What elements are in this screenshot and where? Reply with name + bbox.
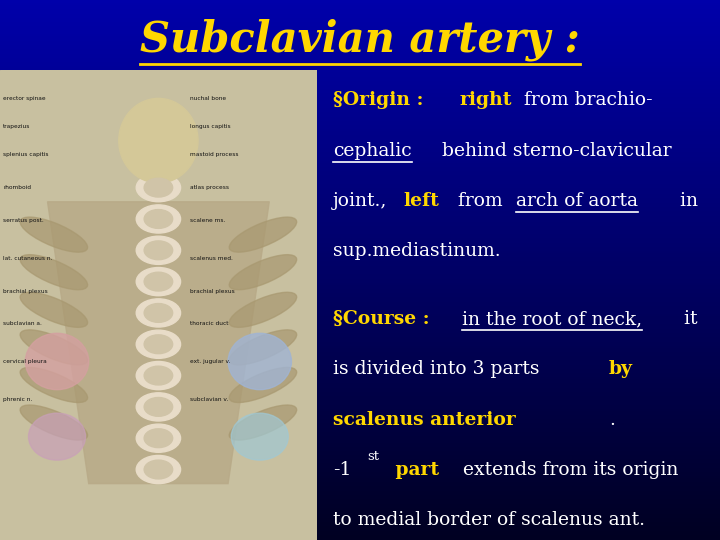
Ellipse shape	[136, 267, 181, 296]
Ellipse shape	[229, 367, 297, 402]
Text: in: in	[674, 192, 698, 210]
Text: scalenus med.: scalenus med.	[190, 255, 233, 261]
Text: longus capitis: longus capitis	[190, 124, 230, 129]
Text: from: from	[452, 192, 508, 210]
Text: atlas process: atlas process	[190, 185, 229, 190]
Text: thoracic duct: thoracic duct	[190, 321, 228, 326]
Ellipse shape	[144, 272, 173, 291]
Ellipse shape	[229, 255, 297, 290]
Text: subclavian v.: subclavian v.	[190, 396, 228, 402]
Ellipse shape	[20, 405, 88, 440]
Ellipse shape	[20, 217, 88, 252]
Ellipse shape	[144, 210, 173, 228]
Ellipse shape	[136, 424, 181, 453]
Ellipse shape	[136, 455, 181, 484]
Ellipse shape	[20, 330, 88, 365]
Ellipse shape	[144, 429, 173, 448]
Ellipse shape	[119, 98, 198, 183]
Text: extends from its origin: extends from its origin	[457, 461, 678, 479]
Text: lat. cutaneous n.: lat. cutaneous n.	[3, 255, 53, 261]
Ellipse shape	[136, 173, 181, 202]
Text: Subclavian artery :: Subclavian artery :	[140, 19, 580, 62]
Text: §Origin :: §Origin :	[333, 91, 430, 109]
Text: is divided into 3 parts: is divided into 3 parts	[333, 360, 546, 379]
Ellipse shape	[144, 178, 173, 197]
Ellipse shape	[20, 255, 88, 290]
Text: brachial plexus: brachial plexus	[190, 288, 235, 294]
Ellipse shape	[20, 367, 88, 402]
Ellipse shape	[229, 292, 297, 327]
Text: -1: -1	[333, 461, 351, 479]
Ellipse shape	[136, 236, 181, 265]
Text: nuchal bone: nuchal bone	[190, 96, 226, 101]
Ellipse shape	[144, 335, 173, 354]
Ellipse shape	[136, 393, 181, 421]
Text: cephalic: cephalic	[333, 141, 412, 160]
Ellipse shape	[144, 460, 173, 479]
Text: left: left	[403, 192, 439, 210]
Text: scalenus anterior: scalenus anterior	[333, 410, 516, 429]
Text: sup.mediastinum.: sup.mediastinum.	[333, 242, 500, 260]
Ellipse shape	[136, 330, 181, 359]
Ellipse shape	[136, 205, 181, 233]
Ellipse shape	[144, 303, 173, 322]
Ellipse shape	[144, 366, 173, 385]
Text: arch of aorta: arch of aorta	[516, 192, 639, 210]
Ellipse shape	[229, 217, 297, 252]
Text: subclavian a.: subclavian a.	[3, 321, 42, 326]
Ellipse shape	[136, 361, 181, 390]
Text: behind sterno-clavicular: behind sterno-clavicular	[436, 141, 671, 160]
Text: ext. jugular v.: ext. jugular v.	[190, 359, 230, 364]
Ellipse shape	[144, 241, 173, 260]
Text: by: by	[609, 360, 633, 379]
Ellipse shape	[20, 292, 88, 327]
Ellipse shape	[29, 413, 86, 460]
Text: erector spinae: erector spinae	[3, 96, 46, 101]
Text: part: part	[389, 461, 438, 479]
Ellipse shape	[136, 299, 181, 327]
Text: it: it	[678, 310, 697, 328]
Ellipse shape	[144, 397, 173, 416]
Text: phrenic n.: phrenic n.	[3, 396, 32, 402]
Ellipse shape	[25, 333, 89, 390]
Text: .: .	[609, 410, 615, 429]
Text: from brachio-: from brachio-	[518, 91, 653, 109]
Text: joint.,: joint.,	[333, 192, 393, 210]
Text: splenius capitis: splenius capitis	[3, 152, 49, 157]
Text: mastoid process: mastoid process	[190, 152, 238, 157]
Text: in the root of neck,: in the root of neck,	[462, 310, 642, 328]
Text: trapezius: trapezius	[3, 124, 30, 129]
Ellipse shape	[229, 330, 297, 365]
Ellipse shape	[231, 413, 288, 460]
Ellipse shape	[229, 405, 297, 440]
Ellipse shape	[228, 333, 292, 390]
Text: right: right	[460, 91, 513, 109]
Text: §Course :: §Course :	[333, 310, 436, 328]
Text: serratus post.: serratus post.	[3, 218, 44, 223]
Text: to medial border of scalenus ant.: to medial border of scalenus ant.	[333, 511, 645, 529]
Text: scalene ms.: scalene ms.	[190, 218, 225, 223]
Text: rhomboid: rhomboid	[3, 185, 31, 190]
Text: brachial plexus: brachial plexus	[3, 288, 48, 294]
Text: cervical pleura: cervical pleura	[3, 359, 47, 364]
Polygon shape	[48, 202, 269, 484]
Text: st: st	[367, 450, 379, 463]
